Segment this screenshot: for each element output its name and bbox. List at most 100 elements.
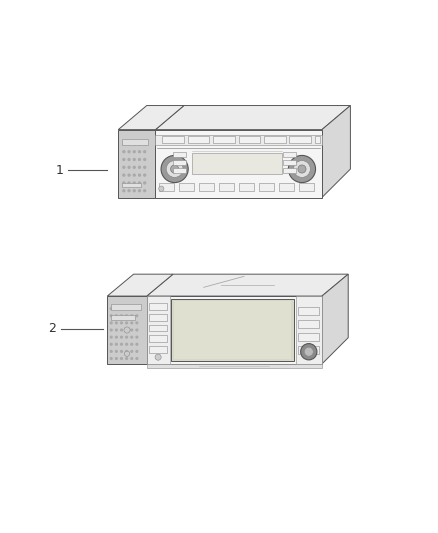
Circle shape — [128, 190, 130, 192]
Circle shape — [138, 182, 141, 184]
Circle shape — [144, 174, 146, 176]
Bar — [149, 314, 167, 320]
Circle shape — [131, 322, 133, 324]
Bar — [111, 315, 135, 320]
Circle shape — [110, 329, 112, 331]
Circle shape — [128, 174, 130, 176]
Circle shape — [110, 322, 112, 324]
Bar — [149, 335, 167, 342]
Circle shape — [116, 308, 117, 310]
Bar — [290, 136, 311, 143]
Circle shape — [110, 358, 112, 359]
Circle shape — [126, 343, 127, 345]
Bar — [147, 364, 322, 368]
Bar — [298, 307, 319, 315]
Circle shape — [133, 166, 135, 168]
Circle shape — [138, 174, 141, 176]
Circle shape — [133, 182, 135, 184]
Bar — [173, 168, 186, 173]
Bar — [264, 136, 286, 143]
Circle shape — [128, 166, 130, 168]
Bar — [111, 303, 141, 310]
Circle shape — [131, 343, 133, 345]
Bar — [147, 296, 170, 364]
Bar — [259, 183, 274, 191]
Circle shape — [138, 158, 141, 160]
Circle shape — [116, 336, 117, 338]
Circle shape — [144, 166, 146, 168]
Circle shape — [136, 336, 138, 338]
Circle shape — [144, 143, 146, 145]
Bar — [298, 345, 319, 354]
Circle shape — [123, 158, 125, 160]
Circle shape — [123, 143, 125, 145]
Circle shape — [131, 358, 133, 359]
Bar — [187, 136, 209, 143]
Circle shape — [138, 166, 141, 168]
Circle shape — [138, 143, 141, 145]
Circle shape — [161, 156, 188, 183]
Circle shape — [120, 358, 122, 359]
Circle shape — [116, 329, 117, 331]
Circle shape — [136, 308, 138, 310]
Polygon shape — [118, 130, 155, 198]
Circle shape — [120, 322, 122, 324]
Circle shape — [123, 182, 125, 184]
Circle shape — [126, 358, 127, 359]
Circle shape — [136, 351, 138, 352]
Bar — [122, 139, 148, 144]
Bar — [173, 160, 186, 165]
Circle shape — [128, 151, 130, 152]
Bar — [147, 296, 322, 364]
Circle shape — [110, 308, 112, 310]
Circle shape — [136, 315, 138, 317]
Circle shape — [120, 315, 122, 317]
Bar — [239, 136, 260, 143]
Polygon shape — [118, 106, 184, 130]
Bar — [174, 301, 291, 359]
Circle shape — [120, 351, 122, 352]
Circle shape — [298, 165, 306, 173]
Bar — [149, 325, 167, 332]
Bar — [159, 183, 174, 191]
Circle shape — [116, 322, 117, 324]
Bar — [192, 154, 282, 174]
Bar — [315, 136, 320, 143]
Circle shape — [120, 336, 122, 338]
Circle shape — [116, 351, 117, 352]
Circle shape — [131, 351, 133, 352]
Circle shape — [133, 151, 135, 152]
Bar — [149, 346, 167, 353]
Text: 2: 2 — [49, 322, 57, 335]
Bar — [296, 296, 322, 364]
Bar — [122, 183, 141, 187]
Bar — [283, 152, 296, 157]
Circle shape — [144, 158, 146, 160]
Circle shape — [123, 174, 125, 176]
Bar — [279, 183, 293, 191]
Circle shape — [159, 186, 164, 191]
Circle shape — [126, 351, 127, 352]
Polygon shape — [147, 274, 348, 296]
Bar — [283, 160, 296, 165]
Circle shape — [131, 315, 133, 317]
Circle shape — [126, 315, 127, 317]
Circle shape — [110, 343, 112, 345]
Bar — [162, 136, 184, 143]
Bar — [155, 130, 322, 198]
Circle shape — [300, 344, 317, 360]
Circle shape — [128, 158, 130, 160]
Polygon shape — [107, 274, 173, 296]
Circle shape — [144, 190, 146, 192]
Circle shape — [136, 322, 138, 324]
Circle shape — [123, 190, 125, 192]
Circle shape — [155, 354, 161, 360]
Circle shape — [124, 351, 130, 357]
Circle shape — [170, 165, 179, 173]
Circle shape — [293, 160, 311, 177]
Circle shape — [116, 343, 117, 345]
Circle shape — [110, 315, 112, 317]
Circle shape — [138, 151, 141, 152]
Bar — [299, 183, 314, 191]
Bar — [171, 299, 294, 361]
